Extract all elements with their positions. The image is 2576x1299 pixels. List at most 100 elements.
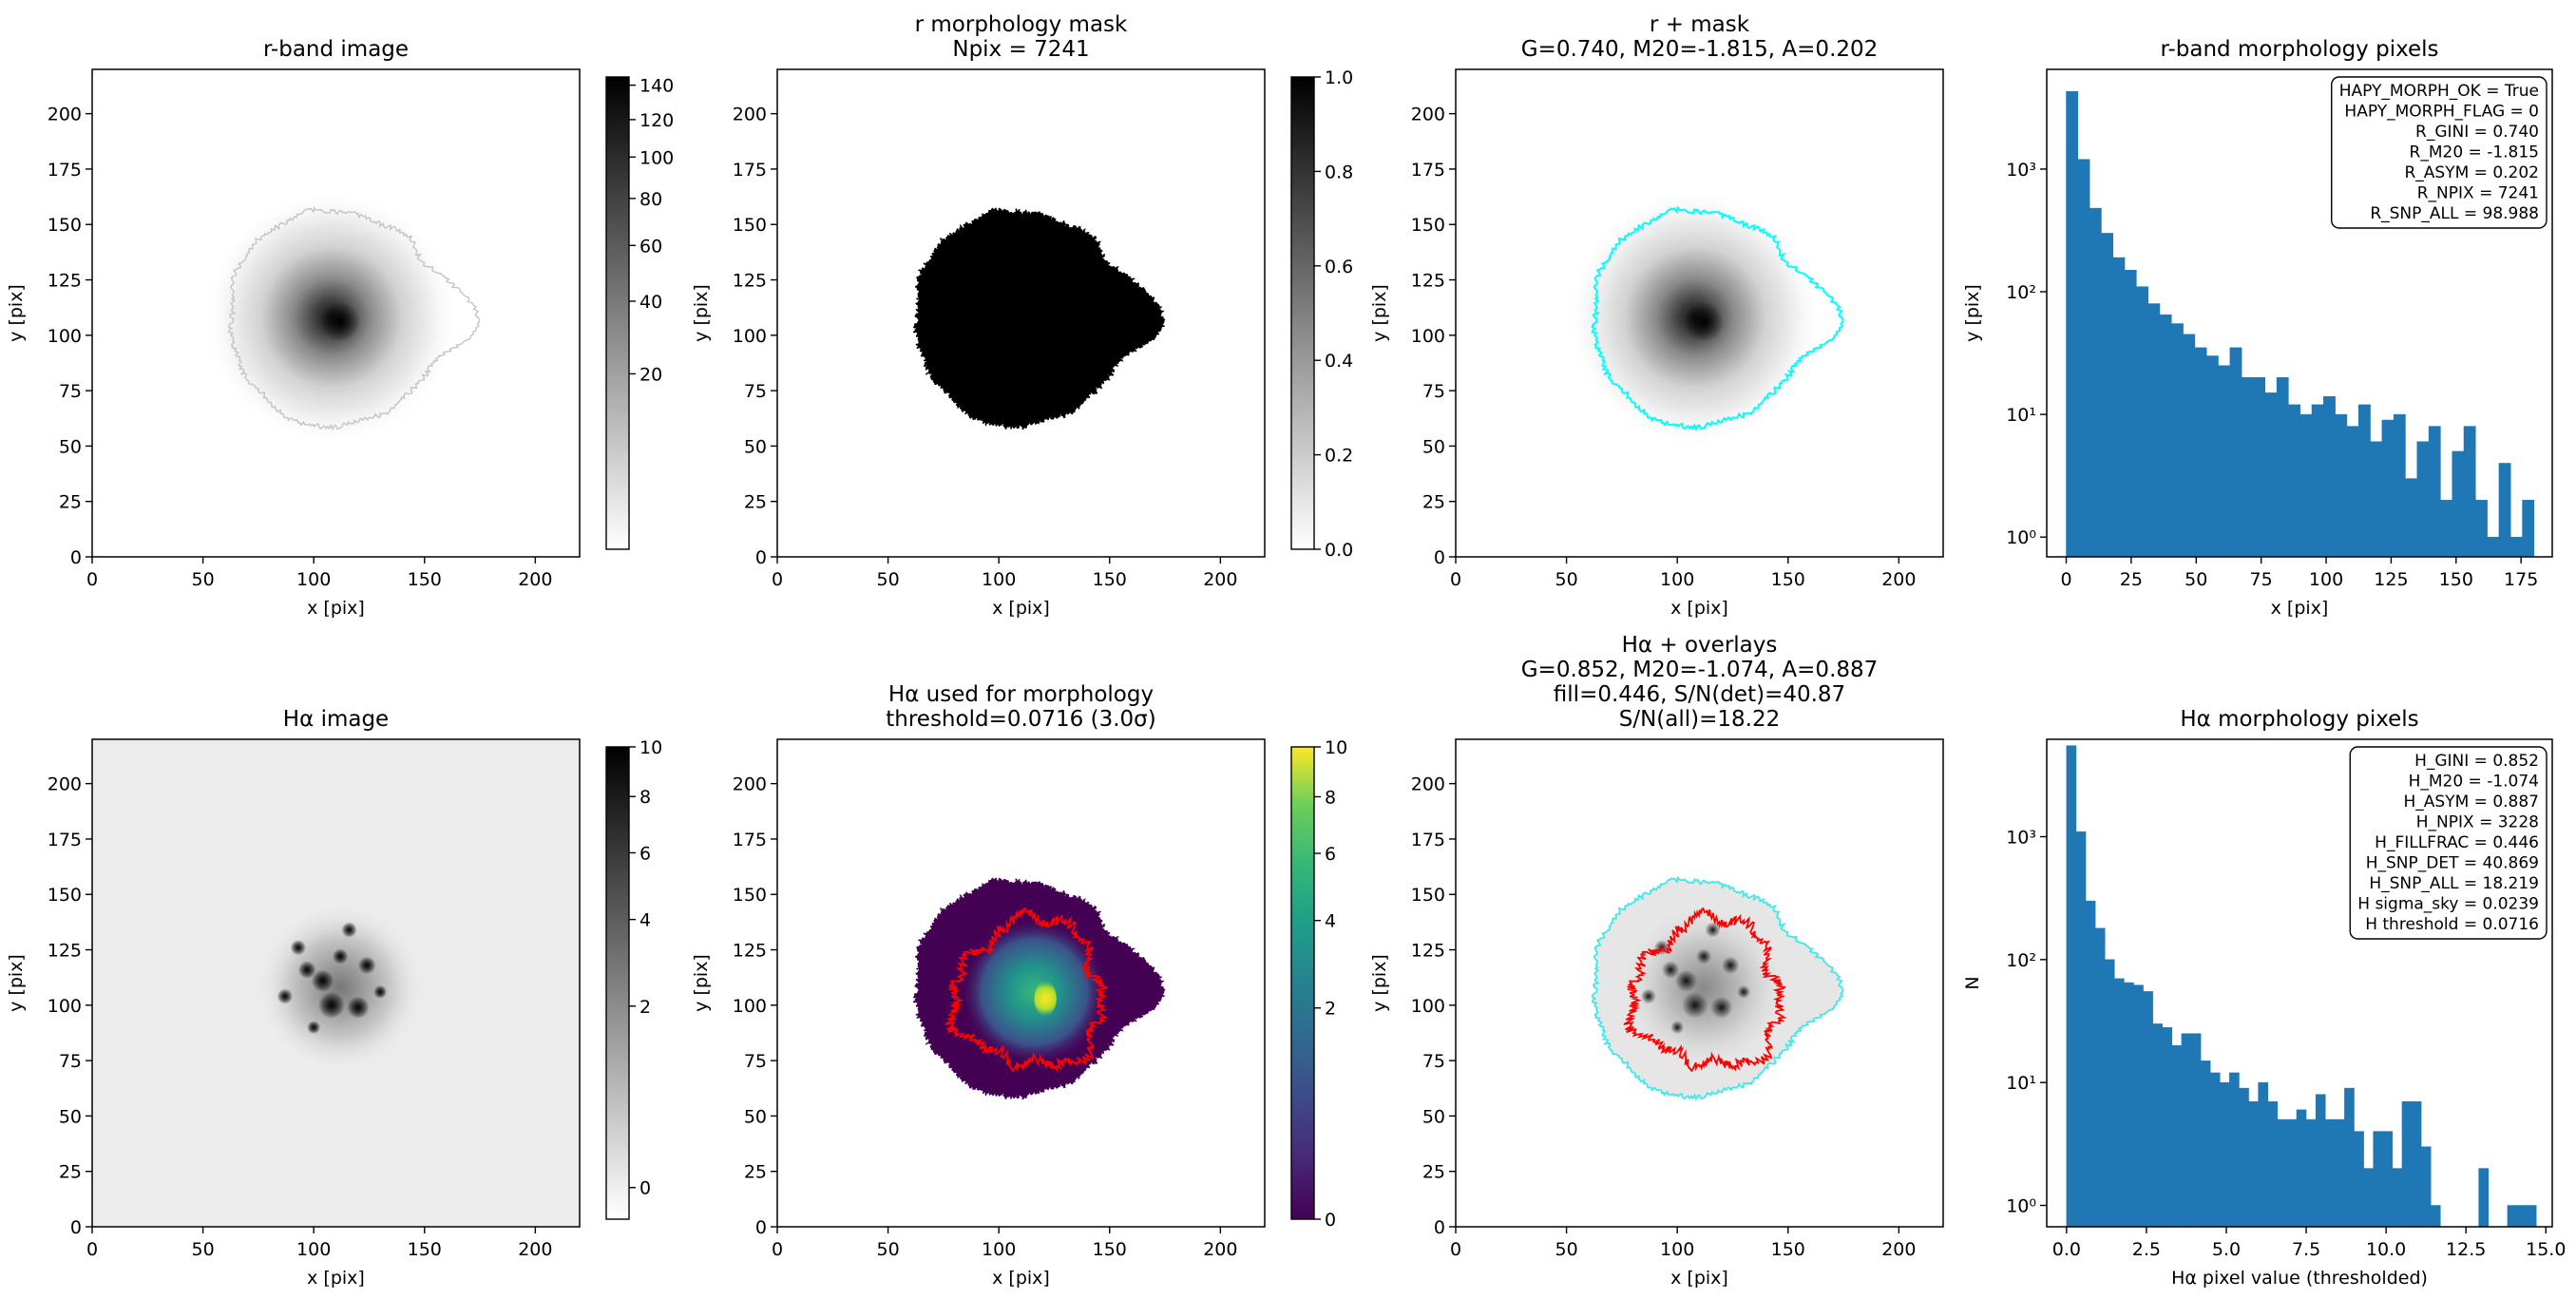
y-tick-label: 0	[70, 547, 82, 568]
x-tick-label: 200	[1203, 569, 1237, 590]
x-tick-label: 100	[1660, 1239, 1694, 1260]
hist-bar	[2516, 1205, 2528, 1228]
y-tick-label: 200	[1411, 105, 1445, 125]
y-tick-label: 100	[1411, 996, 1445, 1017]
stats-line: H threshold = 0.0716	[2365, 915, 2539, 934]
y-axis-label: y [pix]	[1369, 284, 1390, 342]
emission-knot	[347, 996, 370, 1019]
y-axis-label: N	[1962, 976, 1983, 989]
hist-bar	[2305, 1118, 2317, 1228]
x-tick-label: 50	[1555, 1239, 1577, 1260]
panel-title: Npix = 7241	[952, 37, 1089, 62]
mask-contour	[1591, 205, 1844, 431]
mask-region	[912, 205, 1166, 431]
y-tick-label: 125	[733, 941, 767, 962]
x-tick-label: 150	[1771, 1239, 1805, 1260]
y-tick-label: 200	[48, 105, 82, 125]
colorbar-tick-label: 0.0	[1325, 540, 1353, 561]
mask-contour	[1591, 875, 1844, 1101]
y-tick-label: 100	[48, 996, 82, 1017]
colorbar	[605, 76, 630, 550]
panel-title: r-band morphology pixels	[2160, 37, 2438, 62]
panel-title: r-band image	[263, 37, 409, 62]
y-tick-label: 50	[1422, 436, 1445, 457]
hist-bar	[2452, 450, 2465, 558]
mask-contour	[227, 206, 481, 431]
colorbar-tick-label: 10	[639, 737, 662, 758]
hist-bar	[2392, 1168, 2403, 1228]
x-axis-label: x [pix]	[992, 1268, 1050, 1289]
hist-bar	[2357, 404, 2371, 558]
y-tick-label: 100	[48, 326, 82, 347]
y-tick-label: 25	[744, 492, 767, 513]
y-tick-label: 175	[1411, 160, 1445, 181]
hist-bar	[2416, 441, 2430, 558]
stats-line: H_M20 = -1.074	[2409, 773, 2539, 792]
hist-bar	[2220, 1081, 2230, 1228]
colorbar-tick-label: 0.4	[1325, 351, 1353, 372]
colorbar-tick-label: 140	[639, 76, 674, 97]
hist-bar	[2264, 392, 2278, 558]
emission-knot	[317, 991, 345, 1019]
emission-knot	[1721, 956, 1740, 975]
colorbar-tick-label: 6	[639, 843, 651, 864]
x-tick-label: 50	[876, 569, 899, 590]
panel-title: Hα used for morphology	[888, 682, 1154, 707]
stats-line: H_SNP_DET = 40.869	[2366, 854, 2539, 873]
hist-bar	[2162, 1027, 2173, 1228]
x-axis-label: x [pix]	[2271, 598, 2329, 619]
image-area	[1456, 69, 1943, 557]
emission-knot	[1681, 991, 1708, 1019]
axes-frame	[1455, 68, 1944, 558]
y-tick-label: 175	[48, 160, 82, 181]
hist-bar	[2363, 1168, 2374, 1228]
hist-bar	[2136, 286, 2148, 558]
hist-bar	[2373, 1131, 2384, 1228]
stats-line: H_ASYM = 0.887	[2404, 793, 2539, 812]
colorbar	[605, 746, 630, 1220]
hist-bar	[2323, 395, 2336, 558]
hist-bar	[2411, 1100, 2422, 1228]
hist-bar	[2077, 159, 2090, 558]
hist-bar	[2241, 377, 2254, 558]
hist-bar	[2286, 1118, 2298, 1228]
x-tick-label: 175	[2504, 569, 2538, 590]
colorbar-tick-label: 4	[1325, 911, 1336, 932]
x-tick-label: 0.0	[2052, 1239, 2081, 1260]
hist-bar	[2200, 1060, 2211, 1228]
y-tick-label: 200	[48, 774, 82, 795]
hist-bar	[2335, 413, 2348, 558]
y-tick-label: 175	[733, 160, 767, 181]
x-tick-label: 0	[86, 569, 98, 590]
hist-bar	[2239, 1087, 2249, 1228]
x-tick-label: 150	[1093, 1239, 1127, 1260]
hist-bar	[2258, 1081, 2268, 1228]
hist-bar	[2104, 959, 2115, 1228]
stats-frame	[2331, 76, 2547, 229]
y-tick-label: 150	[48, 885, 82, 906]
y-tick-label: 175	[1411, 830, 1445, 850]
colorbar-tick-label: 40	[639, 292, 662, 313]
stats-line: R_GINI = 0.740	[2415, 123, 2539, 142]
hist-bar	[2171, 323, 2184, 558]
hist-bar	[2124, 270, 2137, 558]
hist-bar	[2315, 1094, 2326, 1228]
x-tick-label: 0	[1450, 569, 1461, 590]
y-tick-label: 100	[1411, 326, 1445, 347]
y-tick-label: 150	[1411, 215, 1445, 236]
x-tick-label: 150	[1093, 569, 1127, 590]
y-tick-label: 150	[1411, 885, 1445, 906]
x-axis-label: x [pix]	[1670, 1268, 1728, 1289]
y-tick-label: 100	[733, 996, 767, 1017]
hist-bar	[2346, 426, 2359, 558]
y-tick-label: 75	[1422, 381, 1445, 402]
axes-frame	[91, 68, 581, 558]
stats-line: H sigma_sky = 0.0239	[2357, 895, 2539, 914]
x-tick-label: 50	[191, 1239, 214, 1260]
hist-bar	[2509, 536, 2523, 558]
stats-line: HAPY_MORPH_OK = True	[2339, 82, 2539, 101]
hist-bar	[2370, 441, 2383, 558]
emission-knot	[1696, 948, 1712, 965]
